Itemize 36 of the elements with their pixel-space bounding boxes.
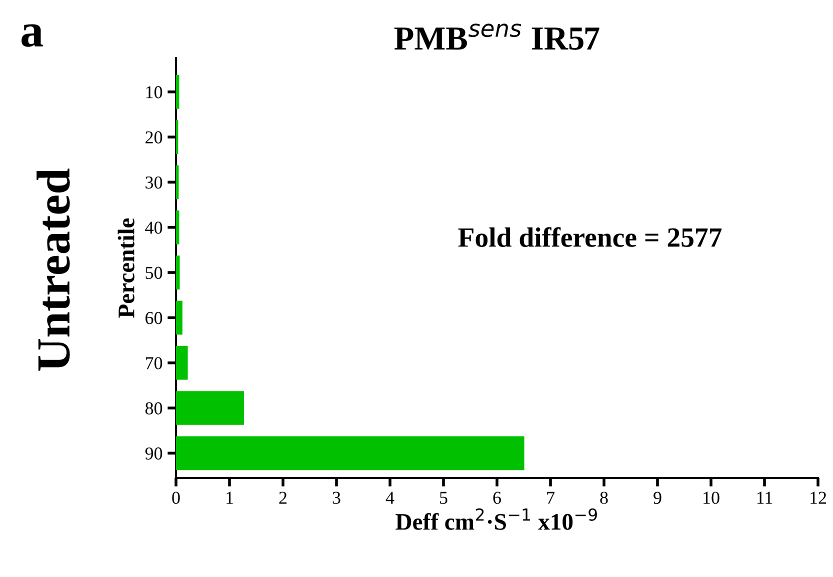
x-tick-label: 1 xyxy=(226,492,233,504)
bar xyxy=(176,74,180,109)
x-tick-label: 10 xyxy=(704,492,720,504)
x-tick-label: 0 xyxy=(172,492,180,504)
x-tick-label: 3 xyxy=(332,492,340,504)
text: a xyxy=(22,24,43,47)
chart-title: PMB$^{sens}$ IR57 xyxy=(394,24,600,50)
y-tick-label: 20 xyxy=(146,131,162,144)
x-tick-label: 9 xyxy=(654,492,662,504)
x-tick-label: 6 xyxy=(493,492,501,504)
x-tick-label: 5 xyxy=(440,492,448,504)
bar xyxy=(176,210,180,244)
text: Untreated xyxy=(36,168,70,371)
x-tick-label: 11 xyxy=(757,492,772,504)
bar xyxy=(176,346,188,380)
x-tick-label: 8 xyxy=(600,492,608,504)
bar xyxy=(176,256,180,290)
bar xyxy=(176,391,244,425)
y-tick-label: 40 xyxy=(145,222,162,234)
y-tick-label: 90 xyxy=(145,447,162,460)
annotation: Fold difference = 2577 xyxy=(458,227,722,247)
y-tick-label: 60 xyxy=(146,312,162,324)
x-tick-label: 12 xyxy=(810,492,826,504)
x-tick-label: 2 xyxy=(279,492,287,504)
y-tick-label: 50 xyxy=(146,266,162,279)
x-tick-label: 4 xyxy=(386,492,394,504)
bar xyxy=(176,165,179,200)
x-axis-title: Deff cm$^{2}$·S$^{−1}$ x10$^{−9}$ xyxy=(396,508,597,530)
y-tick-label: 10 xyxy=(146,86,162,98)
y-tick-label: 70 xyxy=(146,357,162,370)
bar xyxy=(176,300,182,335)
x-tick-label: 7 xyxy=(547,492,554,504)
y-axis-title: Percentile xyxy=(118,218,134,318)
y-tick-label: 30 xyxy=(146,176,162,189)
bar xyxy=(176,436,524,470)
y-tick-label: 80 xyxy=(145,402,162,414)
